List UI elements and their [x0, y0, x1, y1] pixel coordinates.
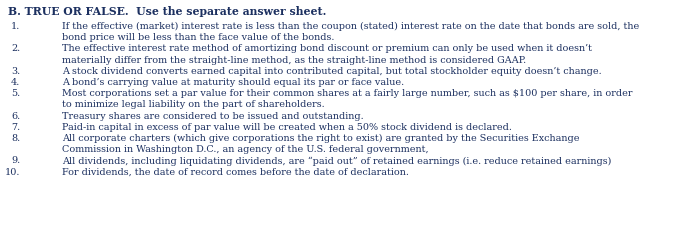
Text: If the effective (market) interest rate is less than the coupon (stated) interes: If the effective (market) interest rate … — [62, 22, 639, 31]
Text: B. TRUE OR FALSE.  Use the separate answer sheet.: B. TRUE OR FALSE. Use the separate answe… — [8, 6, 327, 17]
Text: For dividends, the date of record comes before the date of declaration.: For dividends, the date of record comes … — [62, 168, 409, 177]
Text: 9.: 9. — [11, 156, 20, 165]
Text: Paid-in capital in excess of par value will be created when a 50% stock dividend: Paid-in capital in excess of par value w… — [62, 123, 512, 132]
Text: All dividends, including liquidating dividends, are “paid out” of retained earni: All dividends, including liquidating div… — [62, 156, 612, 166]
Text: 10.: 10. — [5, 168, 20, 177]
Text: 4.: 4. — [10, 78, 20, 87]
Text: to minimize legal liability on the part of shareholders.: to minimize legal liability on the part … — [62, 100, 325, 109]
Text: 6.: 6. — [11, 112, 20, 121]
Text: 7.: 7. — [11, 123, 20, 132]
Text: materially differ from the straight-line method, as the straight-line method is : materially differ from the straight-line… — [62, 56, 526, 65]
Text: 8.: 8. — [11, 134, 20, 143]
Text: 3.: 3. — [11, 67, 20, 76]
Text: bond price will be less than the face value of the bonds.: bond price will be less than the face va… — [62, 33, 334, 42]
Text: Commission in Washington D.C., an agency of the U.S. federal government,: Commission in Washington D.C., an agency… — [62, 145, 429, 154]
Text: Most corporations set a par value for their common shares at a fairly large numb: Most corporations set a par value for th… — [62, 89, 632, 98]
Text: 5.: 5. — [11, 89, 20, 98]
Text: 1.: 1. — [10, 22, 20, 31]
Text: A stock dividend converts earned capital into contributed capital, but total sto: A stock dividend converts earned capital… — [62, 67, 602, 76]
Text: The effective interest rate method of amortizing bond discount or premium can on: The effective interest rate method of am… — [62, 44, 592, 53]
Text: All corporate charters (which give corporations the right to exist) are granted : All corporate charters (which give corpo… — [62, 134, 580, 143]
Text: 2.: 2. — [11, 44, 20, 53]
Text: Treasury shares are considered to be issued and outstanding.: Treasury shares are considered to be iss… — [62, 112, 363, 121]
Text: A bond’s carrying value at maturity should equal its par or face value.: A bond’s carrying value at maturity shou… — [62, 78, 404, 87]
